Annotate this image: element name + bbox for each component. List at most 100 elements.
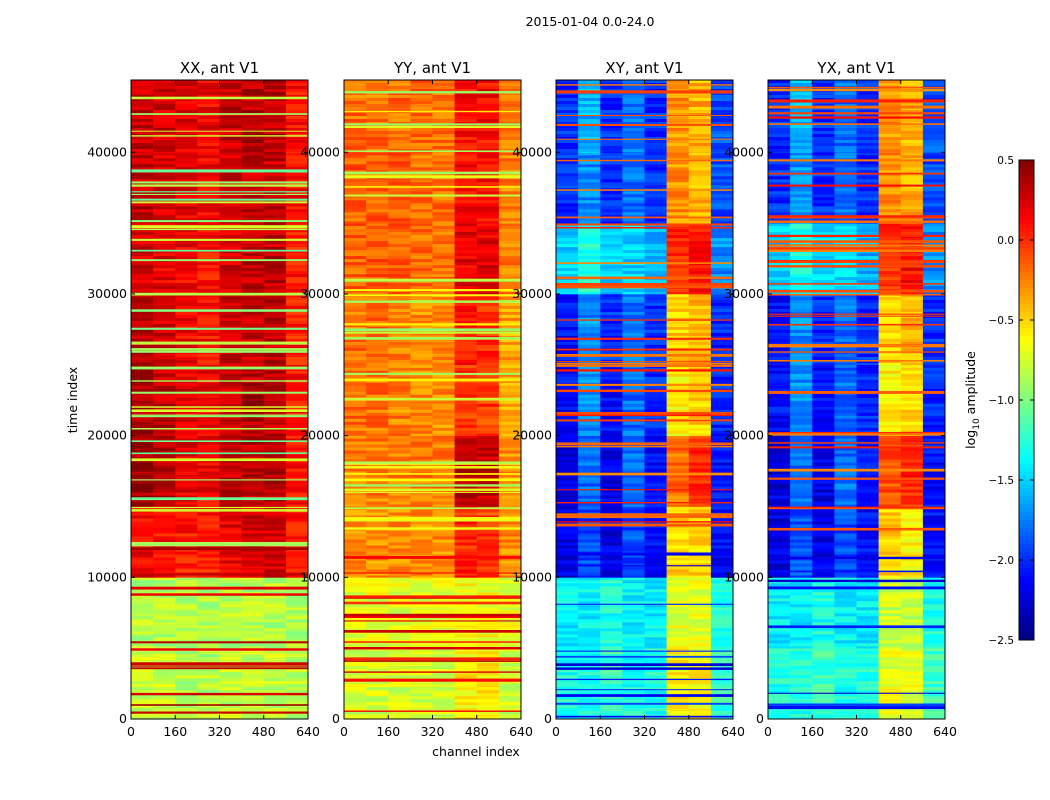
heatmap-cell-row [388,296,411,301]
heatmap-cell-row [388,495,411,499]
heatmap-cell-row [476,250,500,254]
heatmap-cell-row [410,250,433,254]
heatmap-cell-row [410,116,433,120]
heatmap-cell-row [131,654,154,658]
heatmap-cell-row [498,708,522,712]
heatmap-cell-row [285,122,309,126]
heatmap-cell-row [432,648,456,652]
heatmap-cell-row [498,296,522,301]
heatmap-cell-row [263,323,287,328]
heatmap-cell-row [666,696,690,700]
heatmap-cell-row [578,415,601,420]
heatmap-cell [476,152,500,224]
heatmap-cell-row [410,256,433,260]
heatmap-cell-row [366,486,389,490]
heatmap-cell-row [454,563,478,567]
heatmap-cell-row [498,672,522,676]
heatmap-cell-row [263,125,287,129]
heatmap-cell-row [131,203,154,207]
heatmap-cell-row [710,669,734,673]
heatmap-cell-row [410,221,433,224]
heatmap-cell-row [241,140,265,144]
heatmap-stripe [344,294,521,297]
heatmap-cell-row [263,161,287,165]
heatmap-cell-row [388,580,411,584]
heatmap-cell [688,648,712,720]
heatmap-stripe [344,372,521,375]
heatmap-cell-row [366,367,389,372]
heatmap-cell-row [644,332,668,337]
heatmap-cell-row [241,149,265,153]
heatmap-cell-row [432,714,456,718]
heatmap-cell-row [153,262,176,266]
heatmap-cell-row [197,86,220,90]
heatmap-cell-row [241,616,265,620]
heatmap-cell-row [578,489,601,493]
heatmap-cell-row [556,684,579,688]
heatmap-cell-row [600,459,623,463]
heatmap-cell [153,152,176,224]
heatmap-cell-row [285,353,309,358]
heatmap-cell-row [285,194,309,198]
heatmap-cell-row [454,226,478,230]
heatmap-cell-row [197,229,220,233]
heatmap-cell-row [600,601,623,605]
heatmap-cell-row [666,344,690,349]
heatmap-cell-row [578,628,601,632]
heatmap-panel: XX, ant V10 160 320 480 64001000020000300004… [87,59,320,739]
heatmap-cell-row [432,663,456,667]
heatmap-cell-row [131,107,154,111]
heatmap-cell-row [366,241,389,245]
heatmap-cell [219,435,243,507]
heatmap-stripe [131,96,308,100]
heatmap-cell-row [219,444,243,448]
heatmap-cell-row [153,486,176,490]
heatmap-cell-row [388,548,411,552]
heatmap-stripe [131,181,308,184]
heatmap-cell-row [153,149,176,153]
heatmap-cell-row [344,622,367,626]
heatmap-cell-row [666,376,690,381]
heatmap-cell-row [388,438,411,442]
heatmap-cell-row [476,501,500,505]
heatmap-cell-row [197,364,220,369]
heatmap-cell-row [153,717,176,720]
heatmap-cell-row [476,155,500,159]
heatmap-cell-row [476,379,500,384]
heatmap-cell-row [175,418,198,423]
heatmap-cell-row [197,152,220,153]
heatmap-cell-row [285,253,309,257]
heatmap-cell-row [388,651,411,655]
heatmap-cell-row [197,678,220,682]
heatmap-cell-row [219,524,243,528]
heatmap-cell-row [454,262,478,266]
heatmap-cell-row [197,418,220,423]
heatmap-cell-row [578,717,601,720]
heatmap-cell-row [410,433,433,436]
heatmap-cell-row [710,705,734,709]
heatmap-cell-row [366,191,389,195]
heatmap-cell-row [197,424,220,429]
heatmap-cell-row [175,557,198,561]
heatmap-cell-row [410,717,433,720]
heatmap-cell-row [432,536,456,540]
heatmap-cell-row [578,344,601,349]
heatmap-cell-row [410,427,433,432]
heatmap-cell-row [175,274,198,278]
heatmap-cell-row [263,274,287,278]
heatmap-cell-row [366,113,389,117]
heatmap-cell-row [410,406,433,411]
heatmap-cell-row [710,433,734,436]
heatmap-cell-row [175,167,198,171]
heatmap-cell-row [263,607,287,611]
heatmap-stripe [131,667,308,670]
heatmap-cell-row [344,391,367,396]
heatmap-cell-row [410,143,433,147]
heatmap-cell-row [410,403,433,408]
heatmap-cell-row [241,247,265,251]
heatmap-cell-row [285,684,309,688]
heatmap-stripe [131,201,308,204]
heatmap-stripe [131,193,308,195]
heatmap-cell-row [432,486,456,490]
heatmap-cell-row [285,486,309,490]
